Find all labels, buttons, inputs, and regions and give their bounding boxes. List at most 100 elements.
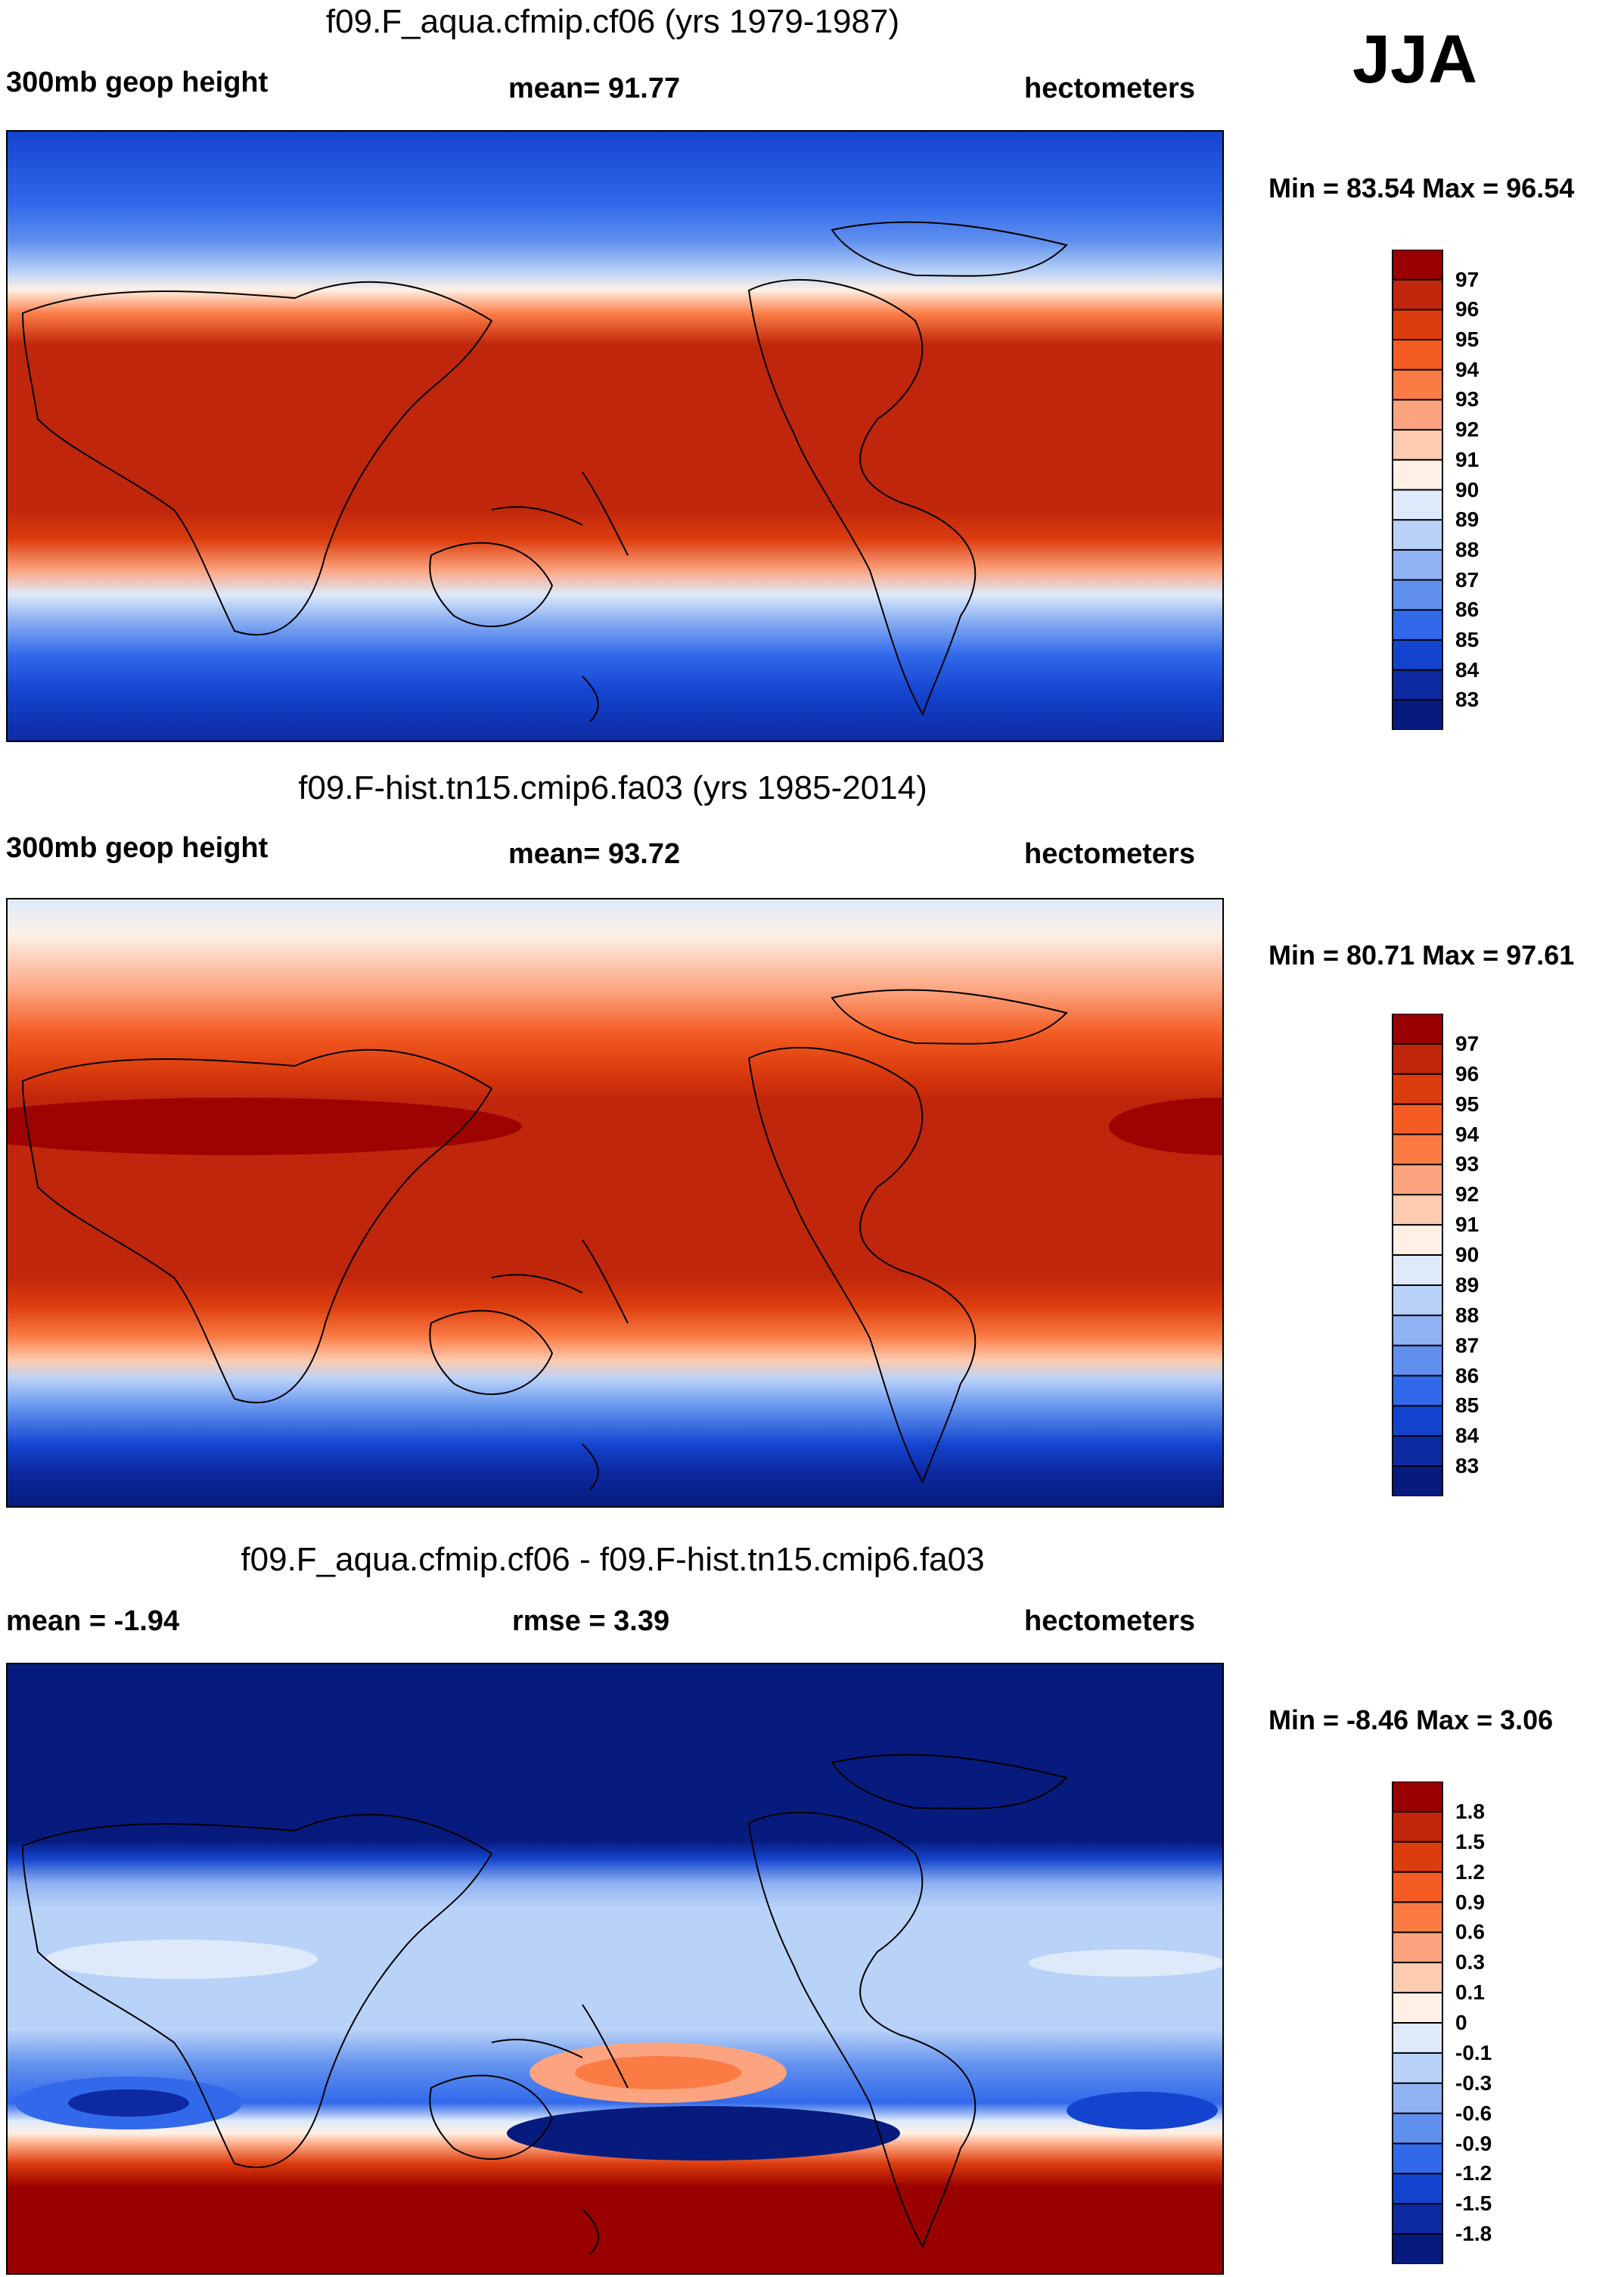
panel-1-title: f09.F_aqua.cfmip.cf06 (yrs 1979-1987): [325, 3, 900, 40]
legend-swatch: [1392, 1163, 1443, 1196]
legend-tick-label: -1.5: [1455, 2192, 1492, 2216]
legend-tick-label: -0.3: [1455, 2070, 1492, 2095]
legend-tick-label: 93: [1455, 1152, 1480, 1176]
panel-2-legend-colorbar: [1392, 1014, 1443, 1496]
legend-swatch: [1392, 1194, 1443, 1226]
legend-swatch: [1392, 250, 1443, 281]
legend-tick-label: 95: [1455, 1092, 1480, 1116]
legend-tick-label: -0.6: [1455, 2101, 1492, 2125]
panel-2-legend: 97 96 95 94 93 92 91 90 89 88 87 86 85 84 83: [1392, 1014, 1479, 1496]
legend-tick-label: 84: [1455, 1424, 1480, 1448]
legend-swatch: [1392, 1254, 1443, 1287]
legend-swatch: [1392, 1073, 1443, 1106]
panel-3-title: f09.F_aqua.cfmip.cf06 - f09.F-hist.tn15.…: [241, 1541, 985, 1578]
legend-swatch: [1392, 609, 1443, 641]
legend-tick-label: 94: [1455, 357, 1480, 381]
legend-swatch: [1392, 1810, 1443, 1844]
legend-tick-label: 91: [1455, 447, 1480, 471]
legend-tick-label: 93: [1455, 387, 1480, 412]
legend-swatch: [1392, 1344, 1443, 1378]
legend-tick-label: 89: [1455, 508, 1480, 532]
legend-swatch: [1392, 1841, 1443, 1874]
legend-tick-label: 0.6: [1455, 1920, 1485, 1944]
legend-swatch: [1392, 458, 1443, 491]
legend-swatch: [1392, 1133, 1443, 1166]
legend-tick-label: 85: [1455, 1393, 1480, 1418]
panel-1-field: [8, 132, 1222, 741]
legend-swatch: [1392, 2052, 1443, 2085]
legend-tick-label: 90: [1455, 477, 1480, 502]
legend-tick-label: -0.1: [1455, 2040, 1492, 2064]
legend-swatch: [1392, 579, 1443, 611]
season-label: JJA: [1352, 22, 1478, 98]
legend-swatch: [1392, 2173, 1443, 2205]
panel-3-mean-label: mean = -1.94: [6, 1605, 180, 1637]
panel-2-units-label: hectometers: [1024, 838, 1195, 870]
legend-swatch: [1392, 1435, 1443, 1468]
legend-tick-label: 91: [1455, 1213, 1480, 1237]
panel-2-map: [6, 898, 1224, 1508]
legend-tick-label: 83: [1455, 1454, 1480, 1478]
legend-tick-label: 0.3: [1455, 1950, 1485, 1974]
legend-tick-label: 86: [1455, 598, 1480, 622]
legend-tick-label: 95: [1455, 328, 1480, 352]
legend-tick-label: 85: [1455, 627, 1480, 651]
panel-2-left-label: 300mb geop height: [6, 832, 269, 864]
panel-1-legend-colorbar: [1392, 250, 1443, 730]
legend-tick-label: -1.8: [1455, 2222, 1492, 2246]
legend-tick-label: 0: [1455, 2011, 1467, 2034]
legend-swatch: [1392, 2233, 1443, 2264]
legend-swatch: [1392, 638, 1443, 672]
legend-tick-label: 94: [1455, 1122, 1480, 1146]
legend-tick-label: 84: [1455, 657, 1480, 682]
legend-swatch: [1392, 1042, 1443, 1076]
panel-1-legend: 97 96 95 94 93 92 91 90 89 88 87 86 85 84 83: [1392, 250, 1479, 730]
legend-tick-label: 88: [1455, 1303, 1480, 1327]
legend-swatch: [1392, 1224, 1443, 1257]
legend-swatch: [1392, 548, 1443, 582]
legend-tick-label: 86: [1455, 1363, 1480, 1387]
legend-tick-label: 0.1: [1455, 1980, 1485, 2005]
legend-tick-label: 1.8: [1455, 1799, 1485, 1823]
legend-swatch: [1392, 2203, 1443, 2235]
legend-tick-label: 97: [1455, 267, 1480, 291]
legend-tick-label: 0.9: [1455, 1890, 1485, 1914]
panel-3-field: [8, 1664, 1222, 2273]
panel-1-left-label: 300mb geop height: [6, 67, 269, 98]
legend-swatch: [1392, 1103, 1443, 1136]
legend-swatch: [1392, 669, 1443, 701]
legend-tick-label: 1.5: [1455, 1829, 1485, 1853]
legend-swatch: [1392, 1284, 1443, 1317]
legend-swatch: [1392, 278, 1443, 311]
panel-1-map: [6, 130, 1224, 742]
legend-swatch: [1392, 2112, 1443, 2145]
legend-swatch: [1392, 1782, 1443, 1813]
legend-swatch: [1392, 1871, 1443, 1904]
legend-swatch: [1392, 2142, 1443, 2175]
panel-2-field: [8, 899, 1222, 1506]
panel-3-legend: 1.8 1.5 1.2 0.9 0.6 0.3 0.1 0 -0.1 -0.3 -0.6 -0.9 -1…: [1392, 1782, 1492, 2264]
panel-2-title: f09.F-hist.tn15.cmip6.fa03 (yrs 1985-201…: [298, 769, 927, 806]
legend-tick-label: 90: [1455, 1243, 1480, 1266]
legend-tick-label: 89: [1455, 1272, 1480, 1297]
legend-swatch: [1392, 1962, 1443, 1994]
legend-tick-label: 96: [1455, 1061, 1480, 1086]
legend-swatch: [1392, 2082, 1443, 2115]
panel-3-map: [6, 1663, 1224, 2275]
legend-swatch: [1392, 339, 1443, 371]
panel-1-units-label: hectometers: [1024, 73, 1195, 104]
panel-2-minmax: Min = 80.71 Max = 97.61: [1268, 940, 1575, 971]
panel-1-minmax: Min = 83.54 Max = 96.54: [1268, 172, 1575, 203]
legend-swatch: [1392, 1405, 1443, 1437]
legend-tick-label: 88: [1455, 537, 1480, 561]
legend-tick-label: 83: [1455, 688, 1480, 712]
legend-tick-label: 97: [1455, 1031, 1480, 1055]
legend-swatch: [1392, 699, 1443, 730]
legend-swatch: [1392, 368, 1443, 401]
legend-swatch: [1392, 1465, 1443, 1496]
legend-swatch: [1392, 2022, 1443, 2055]
legend-tick-label: 87: [1455, 567, 1480, 592]
panel-3-units-label: hectometers: [1024, 1605, 1195, 1637]
legend-tick-label: 92: [1455, 418, 1480, 442]
legend-swatch: [1392, 429, 1443, 461]
